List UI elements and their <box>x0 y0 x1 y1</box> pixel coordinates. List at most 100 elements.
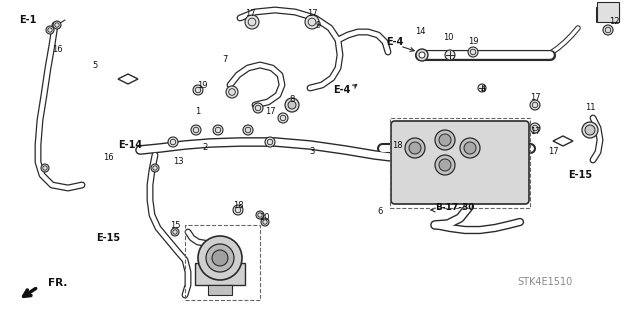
Text: 17: 17 <box>530 128 540 137</box>
Circle shape <box>582 122 598 138</box>
Text: 18: 18 <box>233 201 243 210</box>
Text: 20: 20 <box>260 213 270 222</box>
Circle shape <box>305 15 319 29</box>
Circle shape <box>263 220 268 224</box>
Circle shape <box>464 142 476 154</box>
Circle shape <box>46 26 54 34</box>
Text: 13: 13 <box>173 158 183 167</box>
Text: E-15: E-15 <box>568 170 592 180</box>
Text: 15: 15 <box>170 220 180 229</box>
Circle shape <box>55 23 60 27</box>
Circle shape <box>416 49 428 61</box>
Text: 16: 16 <box>52 46 62 55</box>
Text: 7: 7 <box>222 56 228 64</box>
Circle shape <box>603 25 613 35</box>
Circle shape <box>530 100 540 110</box>
Polygon shape <box>118 74 138 84</box>
Text: B-17-30: B-17-30 <box>435 203 474 211</box>
Circle shape <box>468 47 478 57</box>
Circle shape <box>419 52 425 58</box>
Text: 17: 17 <box>265 108 275 116</box>
Circle shape <box>470 49 476 55</box>
Circle shape <box>280 115 285 121</box>
Circle shape <box>409 142 421 154</box>
Circle shape <box>285 98 299 112</box>
Polygon shape <box>553 136 573 146</box>
Circle shape <box>532 125 538 131</box>
Text: 17: 17 <box>530 93 540 102</box>
Text: 17: 17 <box>307 10 317 19</box>
Text: 14: 14 <box>415 27 425 36</box>
Text: 4: 4 <box>481 85 486 94</box>
Text: FR.: FR. <box>48 278 67 288</box>
Circle shape <box>405 138 425 158</box>
Circle shape <box>195 87 201 93</box>
Text: E-4: E-4 <box>387 37 404 47</box>
Circle shape <box>173 230 177 234</box>
Circle shape <box>236 207 241 213</box>
Text: 2: 2 <box>202 144 207 152</box>
Text: 12: 12 <box>609 18 620 26</box>
Text: 10: 10 <box>443 33 453 42</box>
Text: E-4: E-4 <box>333 85 351 95</box>
Text: 3: 3 <box>309 147 315 157</box>
Text: 5: 5 <box>92 61 98 70</box>
Circle shape <box>245 127 251 133</box>
Text: 11: 11 <box>585 103 595 113</box>
Circle shape <box>256 211 264 219</box>
Bar <box>195 263 245 285</box>
Circle shape <box>215 127 221 133</box>
Text: 19: 19 <box>468 38 478 47</box>
Text: 18: 18 <box>392 140 403 150</box>
Bar <box>208 285 232 295</box>
Circle shape <box>265 137 275 147</box>
Text: E-1: E-1 <box>19 15 36 25</box>
Circle shape <box>435 155 455 175</box>
Circle shape <box>43 166 47 170</box>
Circle shape <box>445 50 455 60</box>
Circle shape <box>193 85 203 95</box>
Circle shape <box>532 102 538 108</box>
Text: 17: 17 <box>244 10 255 19</box>
Circle shape <box>258 213 262 217</box>
Circle shape <box>206 244 234 272</box>
Circle shape <box>228 89 236 95</box>
Circle shape <box>261 218 269 226</box>
Text: 9: 9 <box>316 20 321 29</box>
FancyBboxPatch shape <box>391 121 529 204</box>
Circle shape <box>478 84 486 92</box>
Circle shape <box>191 125 201 135</box>
Circle shape <box>248 18 256 26</box>
Circle shape <box>168 137 178 147</box>
Circle shape <box>226 86 238 98</box>
Circle shape <box>268 139 273 145</box>
Circle shape <box>193 127 199 133</box>
Circle shape <box>435 130 455 150</box>
Bar <box>597 2 619 22</box>
Text: 16: 16 <box>102 153 113 162</box>
Circle shape <box>151 164 159 172</box>
Circle shape <box>233 205 243 215</box>
Text: 1: 1 <box>195 108 200 116</box>
Circle shape <box>41 164 49 172</box>
Text: 6: 6 <box>378 207 383 217</box>
Circle shape <box>213 125 223 135</box>
Circle shape <box>530 123 540 133</box>
Circle shape <box>153 166 157 170</box>
Bar <box>390 118 530 208</box>
Circle shape <box>171 228 179 236</box>
Circle shape <box>288 101 296 109</box>
Text: 19: 19 <box>196 80 207 90</box>
Circle shape <box>255 105 260 111</box>
Bar <box>185 225 260 300</box>
Text: 17: 17 <box>548 147 558 157</box>
Circle shape <box>253 103 263 113</box>
Circle shape <box>308 18 316 26</box>
Circle shape <box>243 125 253 135</box>
Circle shape <box>278 113 288 123</box>
Text: 8: 8 <box>289 95 294 105</box>
Circle shape <box>198 236 242 280</box>
Circle shape <box>245 15 259 29</box>
Circle shape <box>53 21 61 29</box>
Circle shape <box>439 159 451 171</box>
